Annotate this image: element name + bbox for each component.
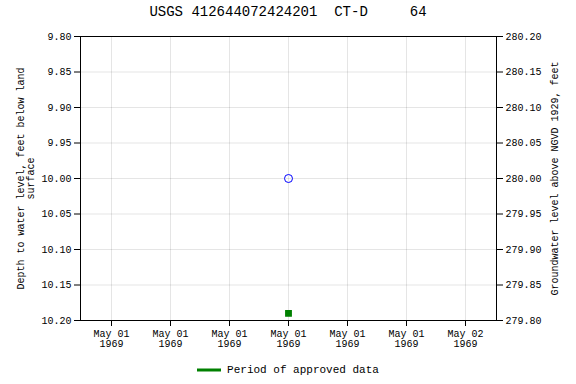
svg-text:10.05: 10.05 bbox=[41, 209, 71, 220]
svg-text:10.00: 10.00 bbox=[41, 174, 71, 185]
svg-text:280.15: 280.15 bbox=[506, 67, 542, 78]
html-text:Period of approved data: Period of approved data bbox=[227, 364, 379, 376]
svg-text:279.85: 279.85 bbox=[506, 280, 542, 291]
svg-text:May 011969: May 011969 bbox=[93, 329, 129, 350]
svg-text:9.90: 9.90 bbox=[47, 103, 71, 114]
svg-text:May 011969: May 011969 bbox=[211, 329, 247, 350]
svg-text:279.80: 279.80 bbox=[506, 316, 542, 327]
svg-text:May 011969: May 011969 bbox=[388, 329, 424, 350]
svg-text:279.90: 279.90 bbox=[506, 245, 542, 256]
svg-text:280.00: 280.00 bbox=[506, 174, 542, 185]
svg-text:10.20: 10.20 bbox=[41, 316, 71, 327]
svg-text:May 011969: May 011969 bbox=[270, 329, 306, 350]
svg-text:280.05: 280.05 bbox=[506, 138, 542, 149]
svg-text:279.95: 279.95 bbox=[506, 209, 542, 220]
svg-text:10.15: 10.15 bbox=[41, 280, 71, 291]
svg-text:May 011969: May 011969 bbox=[329, 329, 365, 350]
html-text:USGS 412644072424201 CT-D 64: USGS 412644072424201 CT-D 64 bbox=[149, 4, 427, 20]
svg-text:10.10: 10.10 bbox=[41, 245, 71, 256]
svg-text:280.10: 280.10 bbox=[506, 103, 542, 114]
svg-text:May 011969: May 011969 bbox=[152, 329, 188, 350]
svg-text:280.20: 280.20 bbox=[506, 32, 542, 43]
svg-text:9.95: 9.95 bbox=[47, 138, 71, 149]
svg-text:Groundwater level above NGVD 1: Groundwater level above NGVD 1929, feet bbox=[550, 61, 561, 295]
svg-text:May 021969: May 021969 bbox=[447, 329, 483, 350]
svg-text:9.80: 9.80 bbox=[47, 32, 71, 43]
svg-text:9.85: 9.85 bbox=[47, 67, 71, 78]
svg-text:Depth to water level, feet bel: Depth to water level, feet below landsur… bbox=[16, 67, 37, 289]
